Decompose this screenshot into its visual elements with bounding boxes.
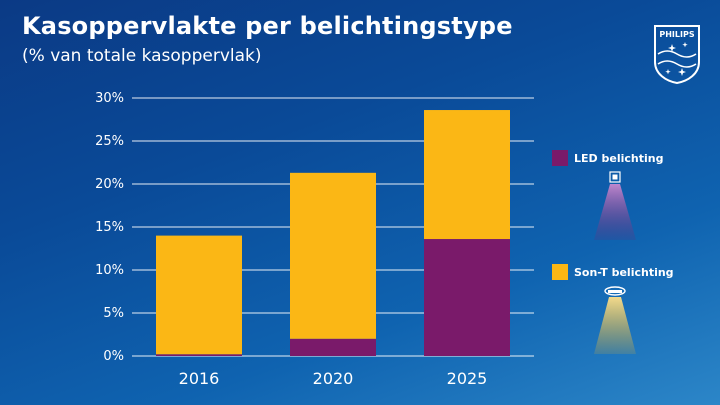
y-tick-label: 10% [95,263,124,278]
page-title: Kasoppervlakte per belichtingstype [22,12,513,40]
bar-sont-2016 [156,235,242,355]
led-lamp-icon [594,171,636,240]
bar-led-2020 [290,338,376,356]
legend-item-led: LED belichting [552,150,663,166]
legend-label-led: LED belichting [574,151,664,165]
sont-lamp-icon [594,286,636,354]
bar-sont-2025 [424,110,510,240]
y-tick-label: 25% [95,134,124,149]
legend-label-sont: Son-T belichting [574,265,674,279]
x-tick-label: 2016 [179,369,220,388]
legend-swatch-sont [552,264,568,280]
x-tick-label: 2020 [313,369,354,388]
legend-swatch-led [552,150,568,166]
y-tick-label: 30% [95,91,124,106]
bar-led-2016 [156,354,242,356]
bar-sont-2020 [290,172,376,339]
bar-led-2025 [424,239,510,356]
y-tick-label: 15% [95,220,124,235]
page-subtitle: (% van totale kasoppervlak) [22,46,262,66]
logo-text: PHILIPS [659,30,694,39]
philips-logo-icon: PHILIPS [654,25,700,84]
x-tick-label: 2025 [447,369,488,388]
y-tick-label: 5% [103,306,124,321]
legend-item-sont: Son-T belichting [552,264,674,280]
y-tick-label: 0% [103,349,124,364]
y-tick-label: 20% [95,177,124,192]
